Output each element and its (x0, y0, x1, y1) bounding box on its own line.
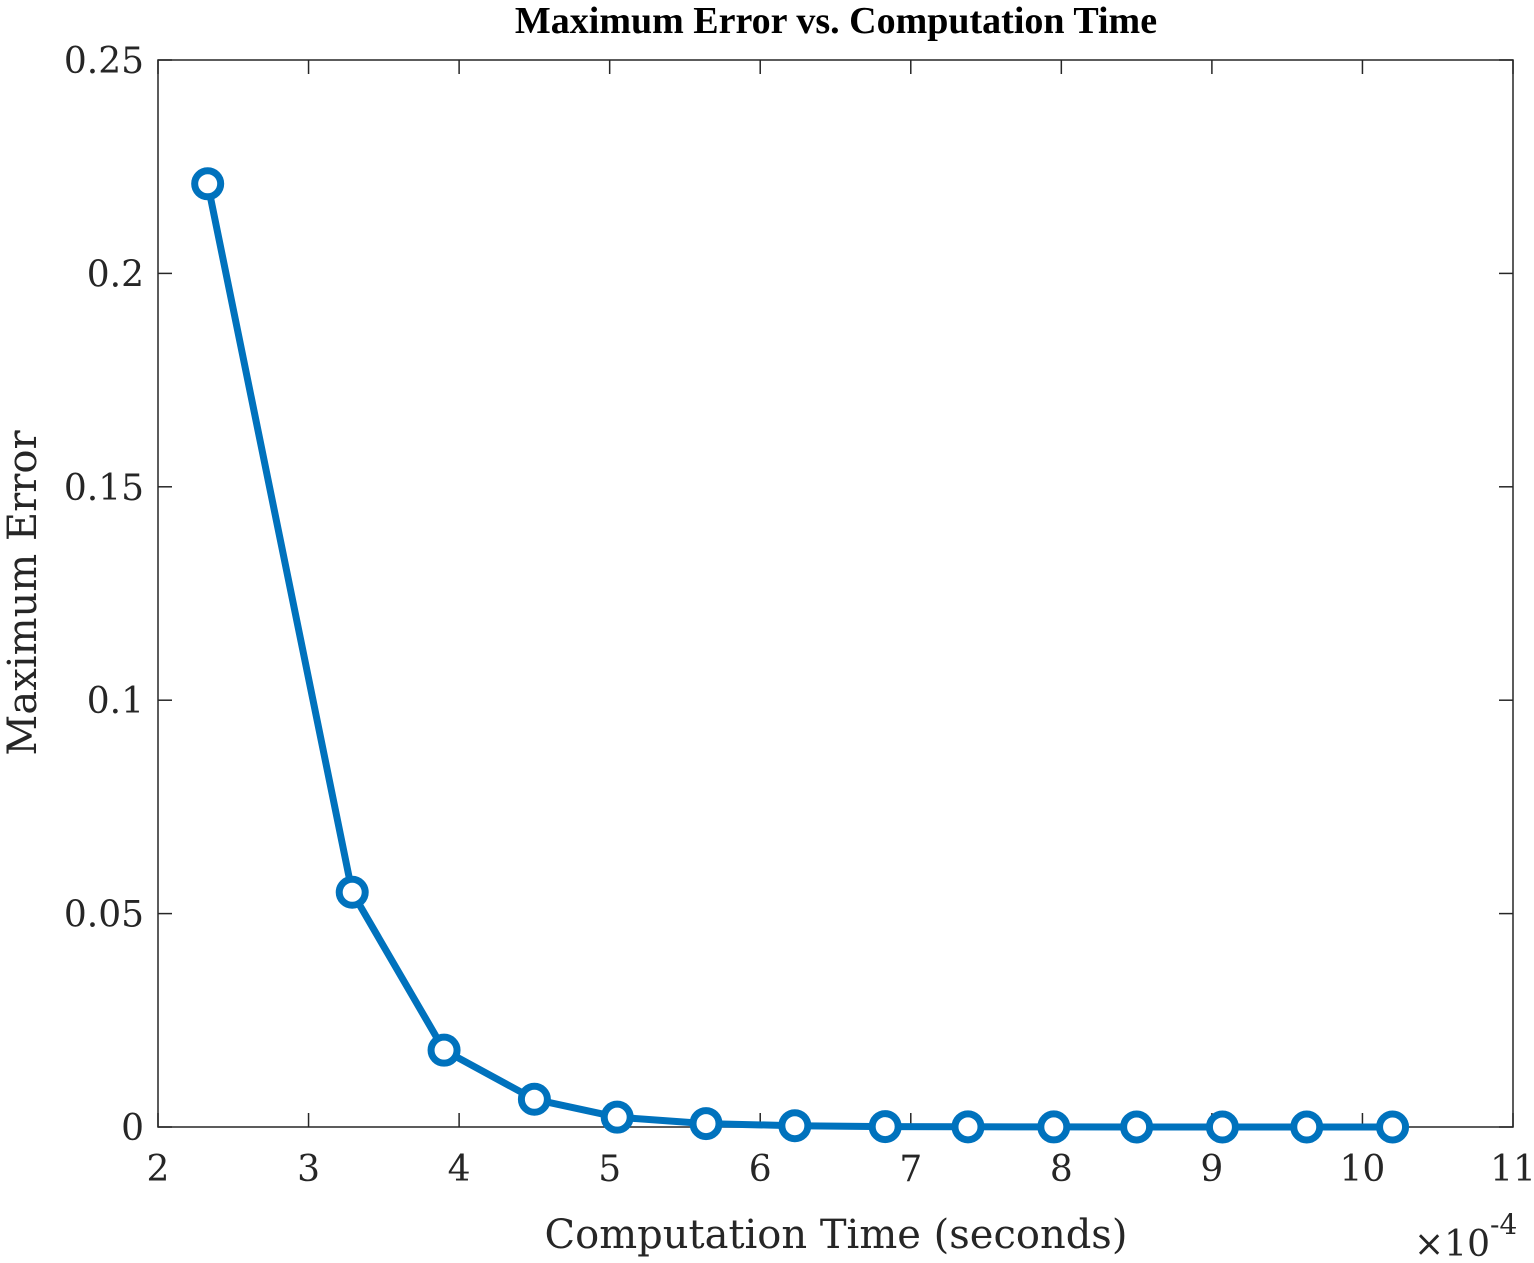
data-point (600, 1100, 634, 1134)
x-axis-label: Computation Time (seconds) (545, 1212, 1128, 1258)
x-tick-label: 4 (448, 1149, 471, 1190)
data-point (517, 1082, 551, 1116)
data-point (191, 167, 225, 201)
data-point (1037, 1110, 1071, 1144)
y-tick-label: 0.25 (64, 41, 144, 82)
data-point (868, 1110, 902, 1144)
x-exponent-base: ×10 (1414, 1224, 1490, 1263)
data-point (951, 1110, 985, 1144)
x-tick-label: 8 (1050, 1149, 1073, 1190)
y-tick-label: 0.1 (87, 681, 144, 722)
x-exponent-label: ×10-4 (1414, 1208, 1517, 1263)
x-tick-label: 6 (749, 1149, 772, 1190)
data-point (1290, 1110, 1324, 1144)
data-point (689, 1107, 723, 1141)
y-axis: 0 0.05 0.1 0.15 0.2 0.25 (64, 41, 1513, 1149)
series-layer (191, 167, 1410, 1144)
y-axis-label: Maximum Error (0, 430, 46, 756)
data-point (1120, 1110, 1154, 1144)
x-tick-label: 9 (1200, 1149, 1223, 1190)
x-axis: 2 3 4 5 6 7 8 9 10 11 (147, 60, 1534, 1190)
chart-title: Maximum Error vs. Computation Time (515, 0, 1157, 42)
data-point (1376, 1110, 1410, 1144)
x-tick-label: 11 (1490, 1149, 1534, 1190)
plot-area-frame (157, 59, 1514, 1128)
data-point (427, 1033, 461, 1067)
data-point (335, 875, 369, 909)
data-point (1205, 1110, 1239, 1144)
x-tick-label: 10 (1340, 1149, 1386, 1190)
y-tick-label: 0.15 (64, 468, 144, 509)
x-exponent-power: -4 (1490, 1208, 1517, 1241)
y-tick-label: 0 (121, 1108, 144, 1149)
y-tick-label: 0.05 (64, 895, 144, 936)
x-tick-label: 5 (598, 1149, 621, 1190)
x-tick-label: 3 (297, 1149, 320, 1190)
x-tick-label: 7 (899, 1149, 922, 1190)
y-tick-label: 0.2 (87, 254, 144, 295)
x-tick-label: 2 (147, 1149, 170, 1190)
data-point (778, 1109, 812, 1143)
